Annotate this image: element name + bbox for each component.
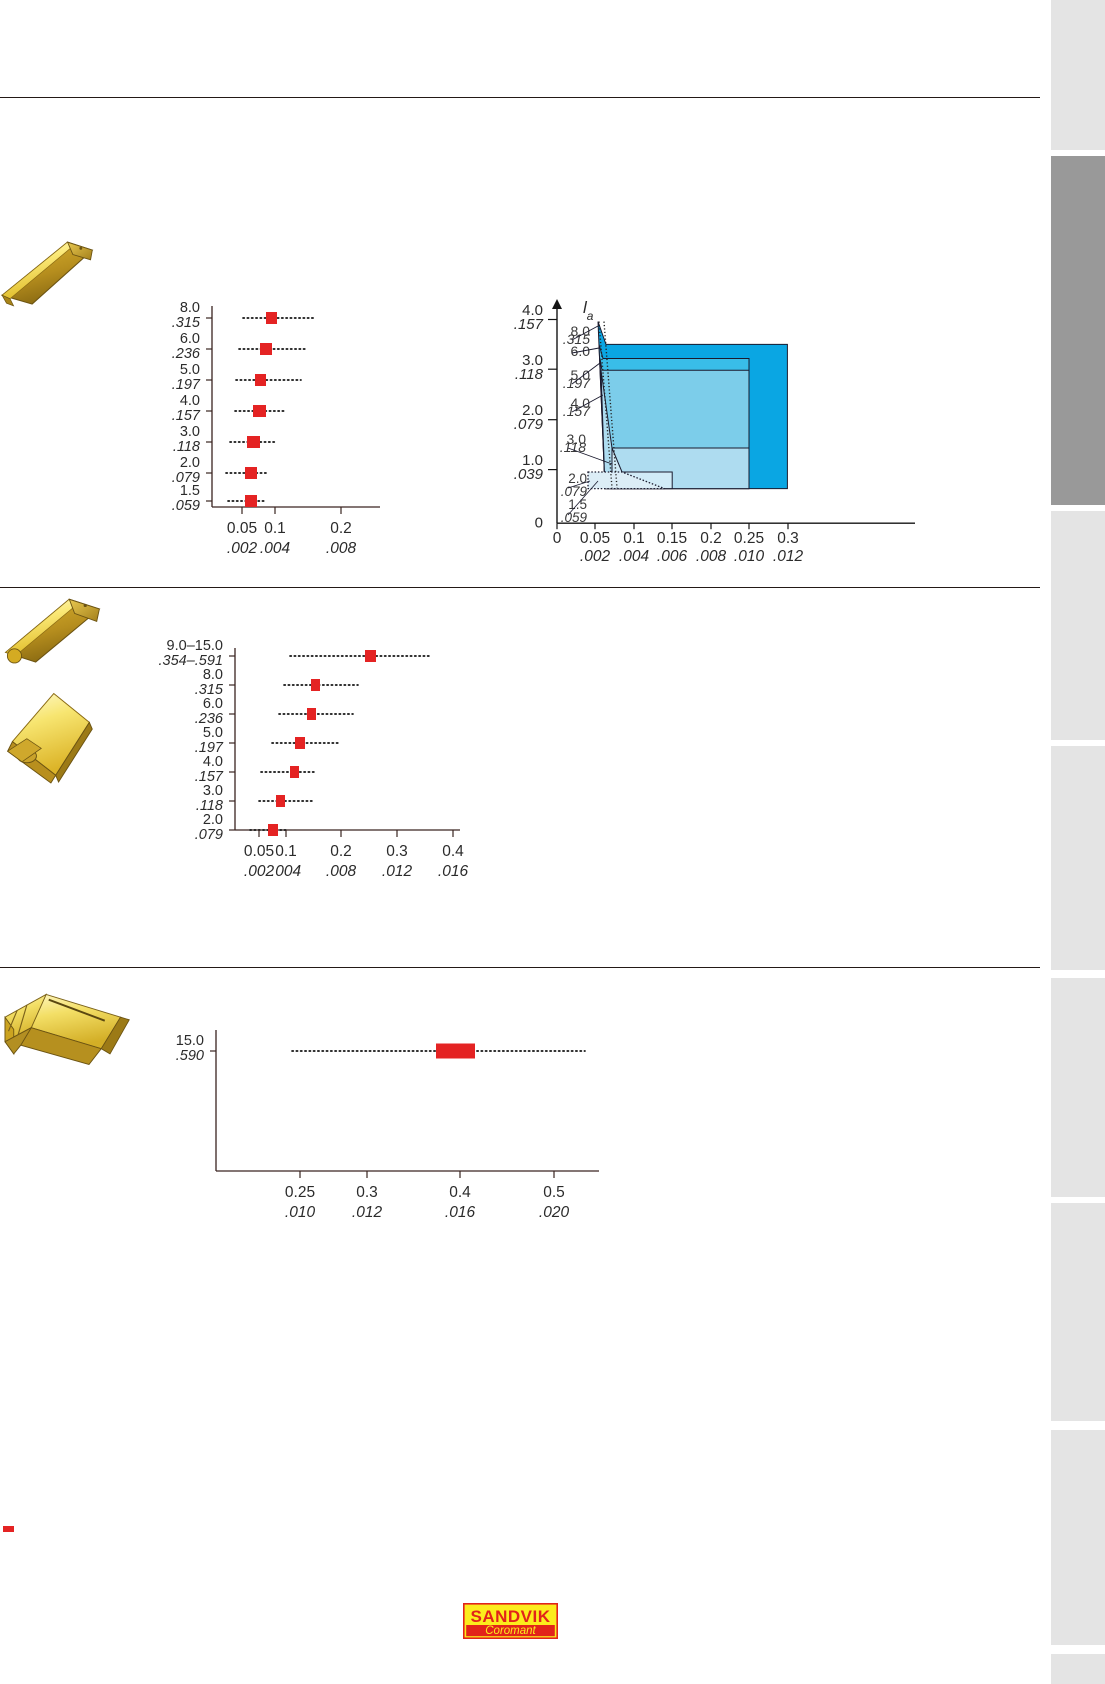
svg-text:0.05: 0.05 (580, 530, 610, 547)
svg-text:.236: .236 (172, 346, 201, 362)
svg-text:.118: .118 (515, 366, 544, 383)
svg-text:.059: .059 (561, 510, 588, 525)
svg-text:.020: .020 (539, 1204, 570, 1221)
svg-text:3.0: 3.0 (180, 424, 200, 440)
svg-text:0.3: 0.3 (777, 530, 799, 547)
svg-text:.012: .012 (773, 548, 804, 565)
svg-text:.118: .118 (560, 439, 586, 455)
svg-text:.197: .197 (563, 375, 591, 391)
svg-text:0.1: 0.1 (623, 530, 645, 547)
svg-text:5.0: 5.0 (203, 725, 223, 741)
svg-text:.039: .039 (514, 466, 544, 483)
svg-text:.079: .079 (195, 827, 223, 843)
svg-text:.010: .010 (734, 548, 765, 565)
svg-text:.010: .010 (285, 1204, 316, 1221)
svg-text:.004: .004 (271, 863, 302, 880)
svg-text:0.3: 0.3 (386, 843, 408, 860)
svg-text:3.0: 3.0 (203, 783, 223, 799)
svg-text:0.25: 0.25 (734, 530, 764, 547)
svg-text:0: 0 (553, 530, 562, 547)
svg-text:4.0: 4.0 (180, 393, 200, 409)
svg-text:.004: .004 (260, 540, 291, 557)
svg-text:2.0: 2.0 (180, 455, 200, 471)
svg-text:0.2: 0.2 (330, 843, 352, 860)
svg-text:5.0: 5.0 (180, 362, 200, 378)
svg-text:0.15: 0.15 (657, 530, 687, 547)
svg-text:.002: .002 (227, 540, 258, 557)
svg-text:15.0: 15.0 (176, 1033, 204, 1049)
svg-text:.008: .008 (326, 863, 357, 880)
svg-text:.590: .590 (176, 1048, 204, 1064)
svg-text:.016: .016 (445, 1204, 476, 1221)
svg-text:.002: .002 (580, 548, 611, 565)
svg-text:.079: .079 (514, 416, 544, 433)
svg-text:.012: .012 (382, 863, 413, 880)
svg-text:0.4: 0.4 (442, 843, 464, 860)
svg-text:.315: .315 (172, 315, 201, 331)
svg-text:.008: .008 (326, 540, 357, 557)
svg-text:0.05: 0.05 (244, 843, 274, 860)
svg-text:8.0: 8.0 (203, 667, 223, 683)
svg-text:0.5: 0.5 (543, 1184, 565, 1201)
svg-text:0.2: 0.2 (330, 520, 352, 537)
svg-text:la: la (583, 298, 594, 323)
svg-text:.012: .012 (352, 1204, 383, 1221)
svg-text:.016: .016 (438, 863, 469, 880)
svg-text:.004: .004 (619, 548, 650, 565)
svg-text:0.1: 0.1 (275, 843, 297, 860)
svg-text:0.3: 0.3 (356, 1184, 378, 1201)
svg-text:.157: .157 (563, 403, 591, 419)
svg-text:.157: .157 (514, 316, 544, 333)
svg-text:0.05: 0.05 (227, 520, 257, 537)
svg-text:Coromant: Coromant (485, 1625, 536, 1637)
svg-text:0.4: 0.4 (449, 1184, 471, 1201)
svg-text:6.0: 6.0 (203, 696, 223, 712)
svg-text:0.25: 0.25 (285, 1184, 315, 1201)
svg-text:.059: .059 (172, 498, 200, 514)
svg-text:.008: .008 (696, 548, 727, 565)
svg-text:8.0: 8.0 (180, 300, 200, 316)
svg-text:.197: .197 (172, 377, 201, 393)
svg-text:SANDVIK: SANDVIK (470, 1607, 550, 1626)
svg-text:.006: .006 (657, 548, 688, 565)
svg-text:6.0: 6.0 (180, 331, 200, 347)
svg-text:2.0: 2.0 (203, 812, 223, 828)
svg-text:.002: .002 (244, 863, 275, 880)
svg-text:1.5: 1.5 (180, 483, 200, 499)
svg-text:.157: .157 (172, 408, 201, 424)
svg-text:.118: .118 (173, 439, 200, 455)
svg-text:0.2: 0.2 (700, 530, 722, 547)
svg-text:9.0–15.0: 9.0–15.0 (167, 638, 223, 654)
svg-text:4.0: 4.0 (203, 754, 223, 770)
svg-text:0: 0 (535, 515, 543, 532)
svg-text:0.1: 0.1 (264, 520, 286, 537)
